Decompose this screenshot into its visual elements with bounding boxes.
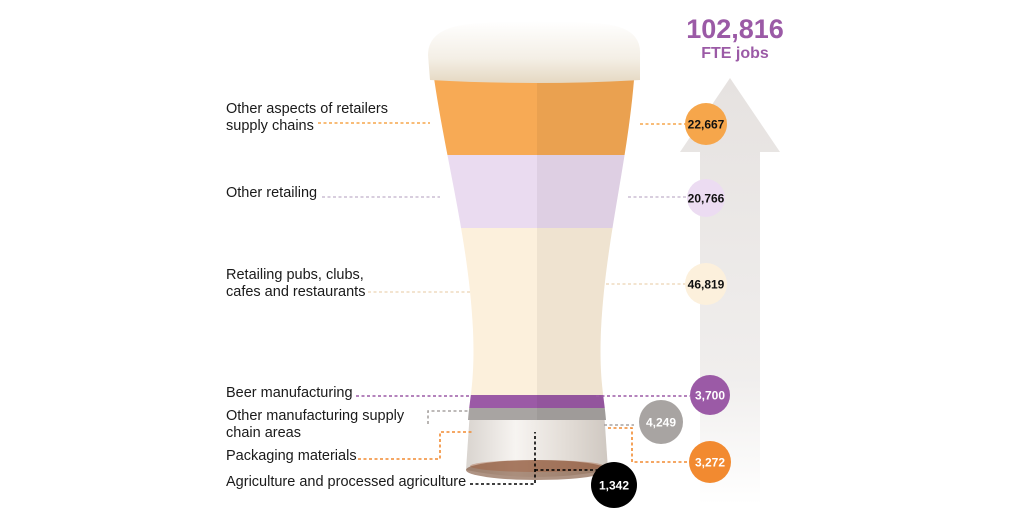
label-beer-manufacturing: Beer manufacturing — [226, 385, 353, 401]
value-circle-packaging-materials — [689, 441, 731, 483]
value-label-other-manufacturing: 4,249 — [646, 416, 676, 430]
value-circle-other-manufacturing — [639, 400, 683, 444]
band-other-retailing — [430, 155, 636, 228]
value-label-other-retailer-supply-chains: 22,667 — [688, 118, 725, 132]
label-packaging-materials: Packaging materials — [226, 448, 357, 464]
leader-left-agriculture — [470, 432, 536, 485]
band-retailing-pubs-clubs — [430, 228, 636, 395]
total-jobs-unit: FTE jobs — [701, 45, 769, 62]
value-label-agriculture: 1,342 — [599, 479, 629, 493]
value-circle-beer-manufacturing — [690, 375, 730, 415]
label-other-manufacturing: Other manufacturing supply chain areas — [226, 408, 405, 441]
value-circle-other-retailing — [687, 179, 725, 217]
value-circle-other-retailer-supply-chains — [685, 103, 727, 145]
label-agriculture: Agriculture and processed agriculture — [226, 474, 467, 490]
value-circle-retailing-pubs-clubs — [685, 263, 727, 305]
value-label-packaging-materials: 3,272 — [695, 456, 725, 470]
band-other-manufacturing — [430, 408, 636, 420]
band-other-retailer-supply-chains — [430, 75, 636, 155]
band-beer-manufacturing — [430, 395, 636, 408]
label-other-retailing: Other retailing — [226, 185, 318, 201]
total-jobs-value: 102,816 — [686, 14, 784, 44]
leader-left-other-manufacturing — [427, 410, 470, 424]
value-label-other-retailing: 20,766 — [688, 192, 725, 206]
label-retailing-pubs-clubs: Retailing pubs, clubs, cafes and restaur… — [226, 267, 366, 300]
label-other-retailer-supply-chains: Other aspects of retailers supply chains — [226, 101, 388, 134]
beer-foam — [428, 21, 641, 83]
glass-base — [466, 410, 608, 480]
glass-shade — [537, 60, 636, 420]
value-circle-agriculture — [591, 462, 637, 508]
leader-left-packaging-materials — [358, 431, 472, 460]
value-label-beer-manufacturing: 3,700 — [695, 389, 725, 403]
value-label-retailing-pubs-clubs: 46,819 — [688, 278, 725, 292]
leader-right-packaging-materials — [608, 427, 690, 463]
